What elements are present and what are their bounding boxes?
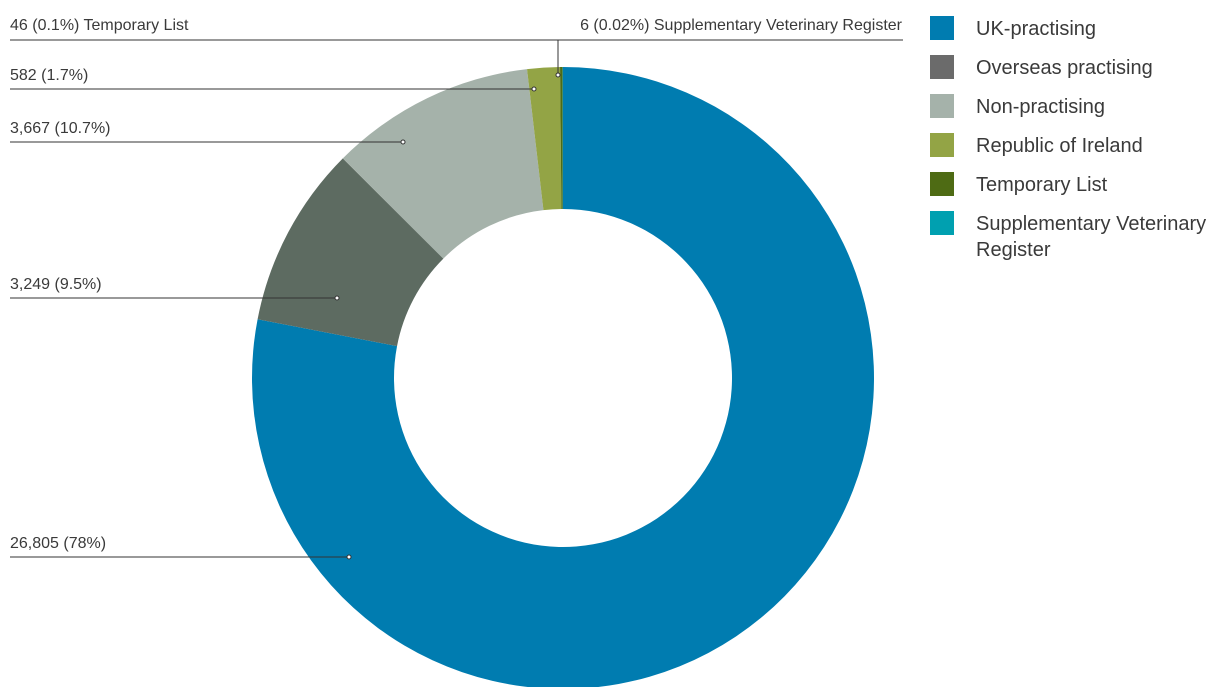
legend-item-overseas-practising: Overseas practising: [930, 55, 1228, 81]
legend-item-supplementary-veterinary-register: Supplementary Veterinary Register: [930, 211, 1228, 263]
data-label-temporary-list: 46 (0.1%) Temporary List: [10, 17, 189, 34]
donut-slice-temporary-list: [560, 67, 563, 210]
donut-slice-non-practising: [342, 69, 544, 259]
legend-swatch-temporary-list: [930, 172, 954, 196]
legend-item-temporary-list: Temporary List: [930, 172, 1228, 198]
legend-item-non-practising: Non-practising: [930, 94, 1228, 120]
legend-swatch-republic-of-ireland: [930, 133, 954, 157]
donut-slice-overseas-practising: [257, 158, 444, 347]
leader-dot-overseas-practising: [334, 295, 340, 301]
legend-swatch-supplementary-veterinary-register: [930, 211, 954, 235]
donut-slice-republic-of-ireland: [527, 67, 562, 211]
legend-label-non-practising: Non-practising: [976, 96, 1105, 118]
data-label-overseas-practising: 3,249 (9.5%): [10, 276, 102, 293]
data-label-non-practising: 3,667 (10.7%): [10, 120, 111, 137]
slices-layer: [252, 67, 874, 687]
legend-swatch-uk-practising: [930, 16, 954, 40]
chart-legend: UK-practising Overseas practising Non-prac…: [930, 16, 1228, 276]
legend-swatch-non-practising: [930, 94, 954, 118]
leader-dot-uk-practising: [346, 554, 352, 560]
legend-label-republic-of-ireland: Republic of Ireland: [976, 135, 1143, 157]
data-label-uk-practising: 26,805 (78%): [10, 535, 106, 552]
data-label-supplementary-veterinary-register: 6 (0.02%) Supplementary Veterinary Regis…: [580, 17, 903, 34]
legend-label-supplementary-veterinary-register: Supplementary Veterinary Register: [976, 213, 1207, 261]
legend-label-overseas-practising: Overseas practising: [976, 57, 1153, 79]
legend-item-republic-of-ireland: Republic of Ireland: [930, 133, 1228, 159]
leader-dot-non-practising: [400, 139, 406, 145]
legend-label-uk-practising: UK-practising: [976, 18, 1097, 40]
donut-slice-uk-practising: [252, 67, 874, 687]
legend-swatch-overseas-practising: [930, 55, 954, 79]
legend-label-temporary-list: Temporary List: [976, 174, 1108, 196]
data-label-republic-of-ireland: 582 (1.7%): [10, 67, 88, 84]
callouts-layer: 26,805 (78%) 3,249 (9.5%) 3,667 (10.7%) 582…: [10, 17, 903, 560]
leader-dot-republic-of-ireland: [531, 86, 537, 92]
legend-item-uk-practising: UK-practising: [930, 16, 1228, 42]
leader-dot-supplementary-veterinary-register: [555, 72, 561, 78]
